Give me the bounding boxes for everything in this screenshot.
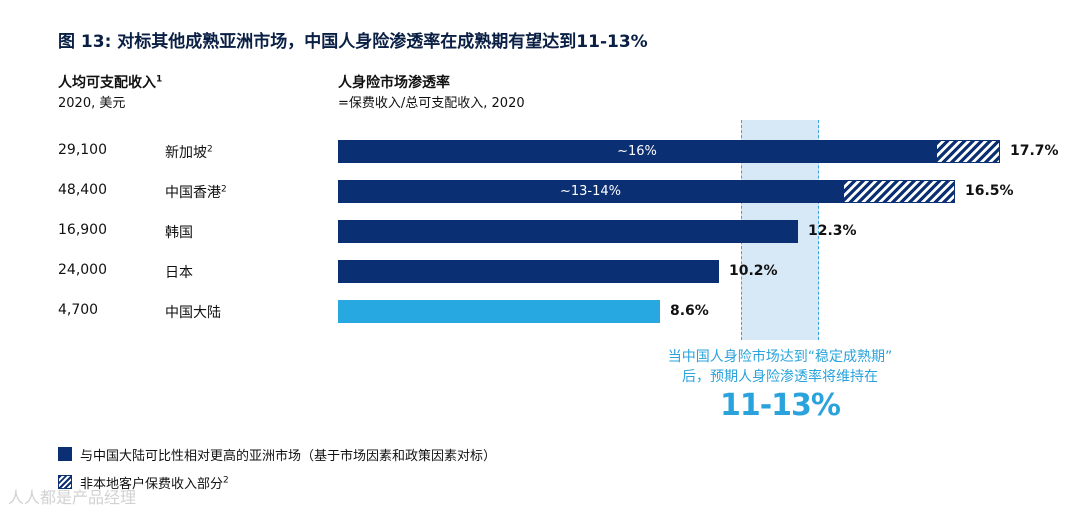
bar-value-label: 10.2% bbox=[729, 263, 778, 279]
penetration-header-sub: =保费收入/总可支配收入, 2020 bbox=[338, 96, 525, 111]
category-name: 日本 bbox=[165, 265, 193, 281]
category-sup: 2 bbox=[221, 184, 227, 195]
income-header-sub: 2020, 美元 bbox=[58, 96, 126, 111]
category-label: 韩国 bbox=[165, 222, 193, 242]
income-header-label: 人均可支配收入 bbox=[58, 75, 156, 91]
bar-value-label: 17.7% bbox=[1010, 143, 1059, 159]
income-header: 人均可支配收入1 bbox=[58, 72, 162, 92]
annotation-line2: 后，预期人身险渗透率将维持在 bbox=[682, 369, 878, 385]
annotation-target-value: 11-13% bbox=[719, 388, 841, 423]
legend-hatched-label: 非本地客户保费收入部分 bbox=[80, 477, 224, 492]
income-value: 16,900 bbox=[58, 222, 107, 238]
bar-value-label: 16.5% bbox=[965, 183, 1014, 199]
bar-inner-label: ~16% bbox=[617, 144, 657, 159]
income-value: 24,000 bbox=[58, 262, 107, 278]
bar-local-premium bbox=[338, 220, 798, 243]
category-name: 中国大陆 bbox=[165, 305, 221, 321]
category-label: 新加坡2 bbox=[165, 142, 213, 162]
bar-value-label: 8.6% bbox=[670, 303, 709, 319]
bar-inner-label: ~13-14% bbox=[559, 184, 622, 199]
category-name: 韩国 bbox=[165, 225, 193, 241]
income-value: 4,700 bbox=[58, 302, 99, 318]
bar-nonlocal-premium bbox=[936, 140, 1000, 163]
bar-local-premium: ~16% bbox=[338, 140, 936, 163]
legend-hatched-sup: 2 bbox=[223, 475, 229, 486]
category-label: 中国大陆 bbox=[165, 302, 221, 322]
bar-local-premium bbox=[338, 260, 719, 283]
bar-nonlocal-premium bbox=[843, 180, 955, 203]
category-label: 中国香港2 bbox=[165, 182, 227, 202]
bar-local-premium: ~13-14% bbox=[338, 180, 843, 203]
legend-hatched: 非本地客户保费收入部分2 bbox=[80, 473, 229, 492]
income-header-sup: 1 bbox=[156, 74, 163, 85]
category-sup: 2 bbox=[207, 144, 213, 155]
income-value: 48,400 bbox=[58, 182, 107, 198]
annotation-line1: 当中国人身险市场达到“稳定成熟期” bbox=[667, 349, 893, 365]
income-value: 29,100 bbox=[58, 142, 107, 158]
category-name: 中国香港 bbox=[165, 185, 221, 201]
penetration-header: 人身险市场渗透率 bbox=[338, 75, 450, 91]
category-name: 新加坡 bbox=[165, 145, 207, 161]
legend-solid-swatch bbox=[58, 447, 72, 461]
watermark: 人人都是产品经理 bbox=[8, 488, 137, 507]
category-label: 日本 bbox=[165, 262, 193, 282]
bar-value-label: 12.3% bbox=[808, 223, 857, 239]
legend-solid-label: 与中国大陆可比性相对更高的亚洲市场（基于市场因素和政策因素对标） bbox=[80, 449, 497, 464]
legend-hatched-swatch bbox=[58, 475, 72, 489]
bar-local-premium bbox=[338, 300, 660, 323]
chart-title: 图 13: 对标其他成熟亚洲市场，中国人身险渗透率在成熟期有望达到11-13% bbox=[58, 32, 648, 52]
